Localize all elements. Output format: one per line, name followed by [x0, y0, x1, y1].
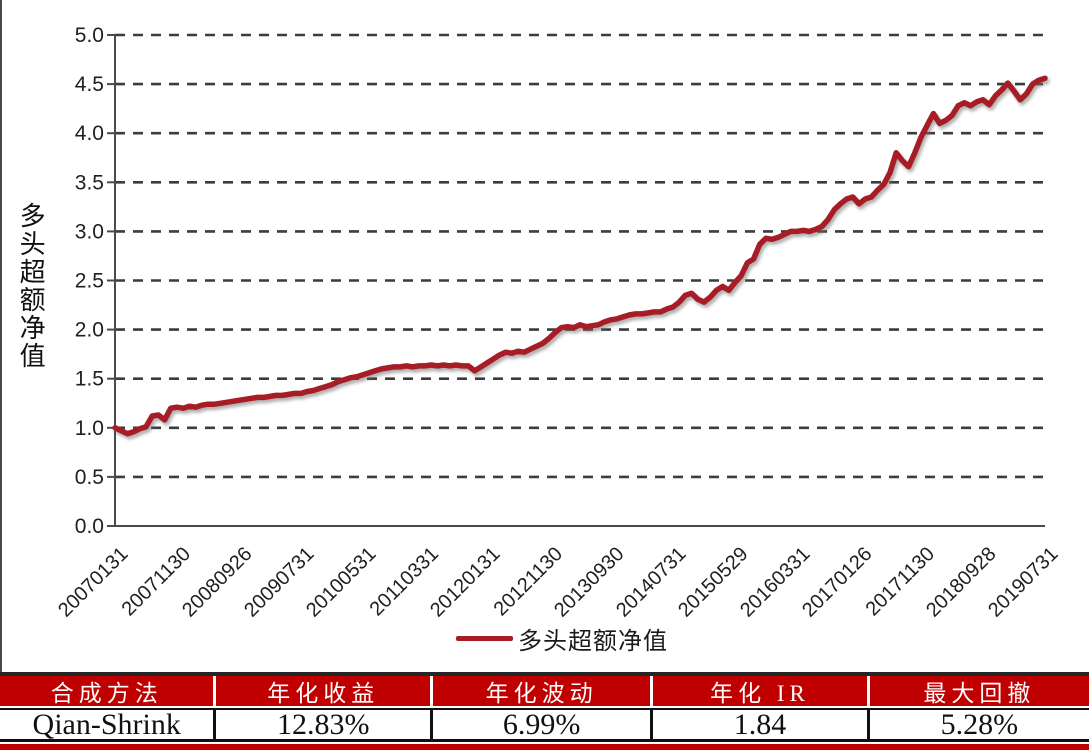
header-ann-vol: 年化波动 [430, 676, 650, 706]
performance-metrics-table: 合成方法 年化收益 年化波动 年化 IR 最大回撤 Qian-Shrink 12… [0, 672, 1089, 750]
legend-label: 多头超额净值 [518, 629, 668, 655]
y-tick-label: 3.0 [75, 220, 104, 243]
y-tick-label: 4.5 [75, 73, 104, 96]
bottom-accent-bar [0, 744, 1089, 750]
header-ann-return: 年化收益 [213, 676, 430, 706]
y-axis-title: 多头超额净值 [16, 202, 46, 370]
legend: 多头超额净值 [456, 621, 668, 656]
y-tick-label: 3.5 [75, 171, 104, 194]
excess-nav-line-chart: 0.0 0.5 1.0 1.5 2.0 2.5 3.0 3.5 4.0 4.5 5.0 多头超额净值… [16, 24, 1062, 656]
legend-line-icon [456, 636, 513, 641]
header-ann-ir: 年化 IR [650, 676, 867, 706]
cell-ann-vol: 6.99% [430, 710, 650, 739]
cell-method: Qian-Shrink [32, 710, 181, 739]
y-tick-label: 1.0 [75, 417, 104, 440]
table-top-border [0, 672, 1089, 676]
y-tick-label: 4.0 [75, 122, 104, 145]
table-header-row: 合成方法 年化收益 年化波动 年化 IR 最大回撤 [0, 676, 1089, 708]
cell-ann-return: 12.83% [213, 710, 430, 739]
y-tick-label: 2.5 [75, 270, 104, 293]
y-tick-label: 0.0 [75, 515, 104, 538]
y-tick-label: 0.5 [75, 466, 104, 489]
figure-left-border [0, 0, 2, 672]
header-method: 合成方法 [50, 681, 163, 706]
chart-canvas: 0.0 0.5 1.0 1.5 2.0 2.5 3.0 3.5 4.0 4.5 5.0 [75, 24, 1048, 538]
cell-ann-ir: 1.84 [650, 710, 867, 739]
cell-max-drawdown: 5.28% [866, 710, 1089, 739]
y-tick-label: 1.5 [75, 368, 104, 391]
table-data-row: Qian-Shrink 12.83% 6.99% 1.84 5.28% [0, 708, 1089, 742]
header-max-drawdown: 最大回撤 [866, 676, 1089, 706]
y-tick-label: 5.0 [75, 24, 104, 47]
series-line-excess-nav [112, 75, 1048, 437]
y-tick-label: 2.0 [75, 319, 104, 342]
